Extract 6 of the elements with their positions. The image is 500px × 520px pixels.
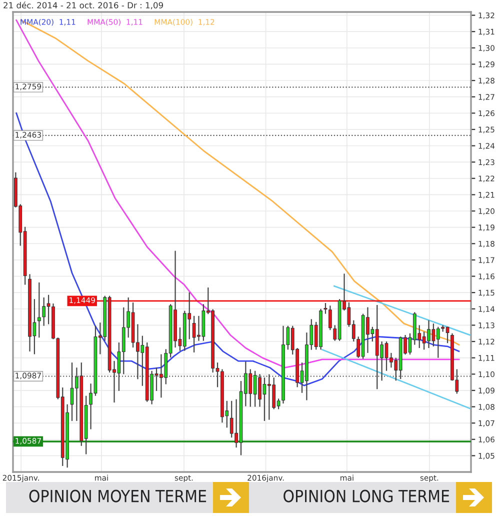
chart-title: 21 déc. 2014 - 21 oct. 2016 - Dr : 1,09 bbox=[4, 2, 163, 10]
candlestick bbox=[328, 305, 332, 331]
candlestick bbox=[37, 282, 41, 338]
text: OPINION LONG TERME bbox=[284, 490, 450, 502]
text: OPINION MOYEN TERME bbox=[29, 490, 206, 502]
line-series bbox=[16, 112, 460, 386]
